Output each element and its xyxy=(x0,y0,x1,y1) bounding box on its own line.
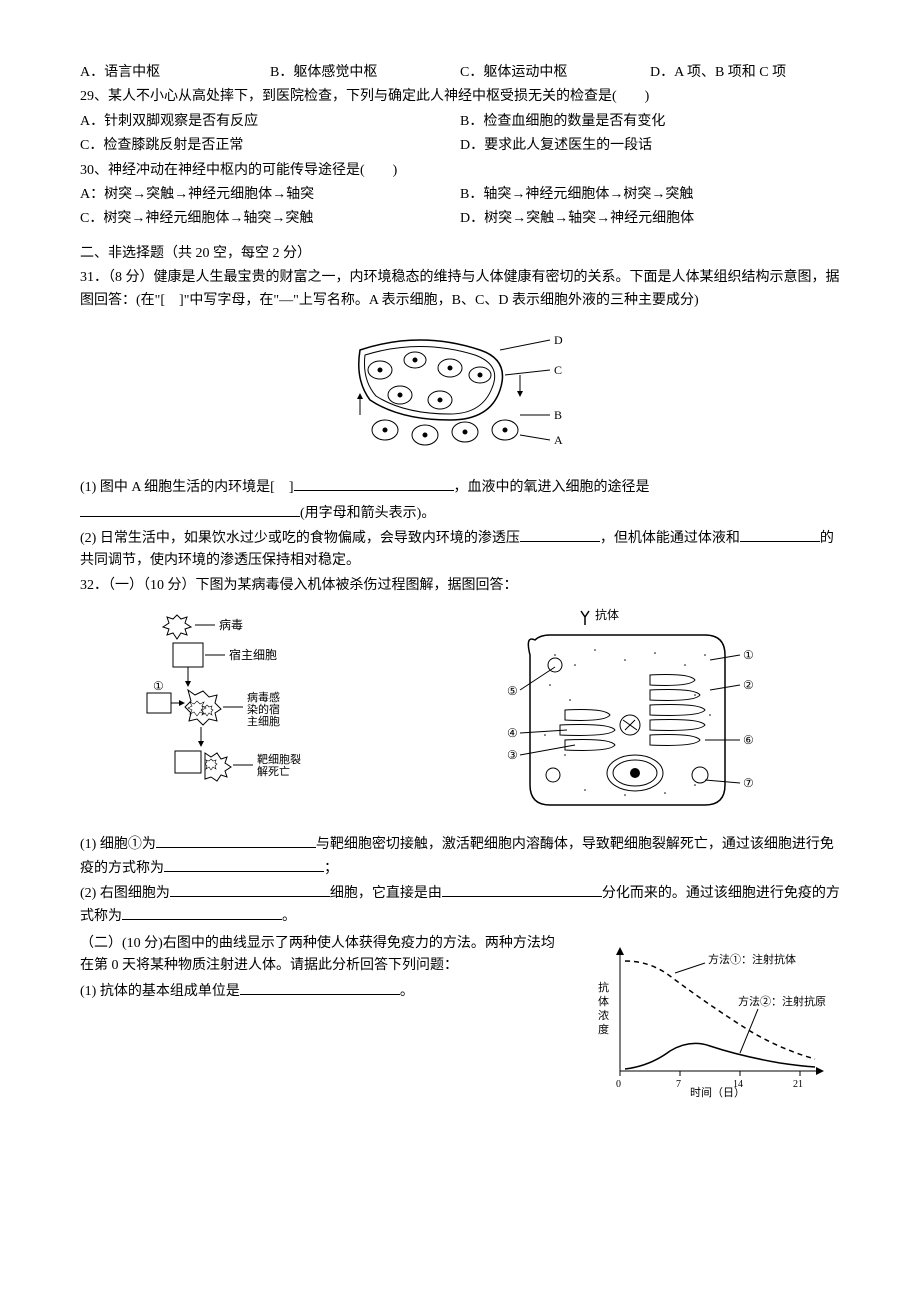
q32-p1: (1) 细胞①为与靶细胞密切接触，激活靶细胞内溶酶体，导致靶细胞裂解死亡，通过该… xyxy=(80,833,840,880)
blank xyxy=(294,476,454,491)
blank xyxy=(240,980,400,995)
q30-opt-c: C．树突→神经元细胞体→轴突→突触 xyxy=(80,208,460,230)
m1-label: 方法①：注射抗体 xyxy=(708,952,796,966)
svg-text:0: 0 xyxy=(616,1079,621,1090)
q29-opt-b: B．检查血细胞的数量是否有变化 xyxy=(460,111,840,133)
svg-text:7: 7 xyxy=(676,1079,681,1090)
blank xyxy=(156,833,316,848)
q32-p2: (2) 右图细胞为细胞，它直接是由分化而来的。通过该细胞进行免疫的方式称为。 xyxy=(80,882,840,929)
svg-text:度: 度 xyxy=(598,1022,609,1036)
svg-text:⑦: ⑦ xyxy=(743,776,754,790)
q32-figures: 病毒 宿主细胞 ① 病毒感 染的宿 主细胞 靶细胞裂 解死亡 抗体 xyxy=(80,605,840,825)
part2-p1end: 。 xyxy=(400,984,414,999)
part2-p1a: (1) 抗体的基本组成单位是 xyxy=(80,984,240,999)
svg-text:21: 21 xyxy=(793,1079,803,1090)
part2-p1: (1) 抗体的基本组成单位是 。 xyxy=(80,980,560,1003)
q30-stem: 30、神经冲动在神经中枢内的可能传导途径是( ) xyxy=(80,160,840,182)
svg-text:④: ④ xyxy=(507,726,518,740)
q29-opt-d: D．要求此人复述医生的一段话 xyxy=(460,135,840,157)
q31-p1b: ，血液中的氧进入细胞的途径是 xyxy=(454,480,650,495)
q29-opt-a: A．针刺双脚观察是否有反应 xyxy=(80,111,460,133)
q32-p1c: ； xyxy=(324,861,338,876)
infected-label: 病毒感 xyxy=(247,690,280,704)
svg-text:D: D xyxy=(554,333,563,347)
blank xyxy=(122,905,282,920)
blank xyxy=(442,882,602,897)
svg-text:B: B xyxy=(554,408,562,422)
q31-figure: D C B A xyxy=(80,320,840,468)
svg-text:主细胞: 主细胞 xyxy=(247,715,280,728)
q30-options-row2: C．树突→神经元细胞体→轴突→突触 D．树突→突触→轴突→神经元细胞体 xyxy=(80,208,840,230)
target-label: 靶细胞裂 xyxy=(257,753,301,766)
q32-stem: 32．（一）（10 分）下图为某病毒侵入机体被杀伤过程图解，据图回答： xyxy=(80,575,840,597)
svg-text:②: ② xyxy=(743,678,754,692)
q28-opt-d: D．A 项、B 项和 C 项 xyxy=(650,62,840,84)
q31-p1c: (用字母和箭头表示)。 xyxy=(300,506,435,521)
tissue-diagram-icon: D C B A xyxy=(330,320,590,460)
immunity-chart-icon: 抗 体 浓 度 时间（日） 0 7 14 21 方法①：注射抗体 方法②：注射抗… xyxy=(580,931,840,1101)
blank xyxy=(80,502,300,517)
svg-text:浓: 浓 xyxy=(598,1009,609,1022)
blank xyxy=(740,527,820,542)
q28-opt-c: C．躯体运动中枢 xyxy=(460,62,650,84)
blank xyxy=(520,527,600,542)
svg-text:⑥: ⑥ xyxy=(743,733,754,747)
q30-opt-b: B．轴突→神经元细胞体→树突→突触 xyxy=(460,184,840,206)
q30-opt-a: A：树突→突触→神经元细胞体→轴突 xyxy=(80,184,460,206)
q31-p1-line2: (用字母和箭头表示)。 xyxy=(80,502,840,525)
q30-opt-d: D．树突→突触→轴突→神经元细胞体 xyxy=(460,208,840,230)
q28-opt-b: B．躯体感觉中枢 xyxy=(270,62,460,84)
antibody-label: 抗体 xyxy=(595,607,619,622)
q32-p2d: 。 xyxy=(282,909,296,924)
svg-text:A: A xyxy=(554,433,563,447)
svg-text:①: ① xyxy=(743,648,754,662)
q32-p2a: (2) 右图细胞为 xyxy=(80,886,170,901)
svg-text:染的宿: 染的宿 xyxy=(247,702,280,716)
svg-text:③: ③ xyxy=(507,748,518,762)
q31-p2b: ，但机体能通过体液和 xyxy=(600,531,740,546)
part2-row: （二）(10 分)右图中的曲线显示了两种使人体获得免疫力的方法。两种方法均在第 … xyxy=(80,931,840,1109)
q28-opt-a: A．语言中枢 xyxy=(80,62,270,84)
cell-diagram-icon: 抗体 xyxy=(495,605,775,825)
q32-p2b: 细胞，它直接是由 xyxy=(330,886,442,901)
svg-text:体: 体 xyxy=(598,994,609,1008)
svg-text:14: 14 xyxy=(733,1079,743,1090)
q28-options: A．语言中枢 B．躯体感觉中枢 C．躯体运动中枢 D．A 项、B 项和 C 项 xyxy=(80,62,840,84)
svg-text:⑤: ⑤ xyxy=(507,684,518,698)
part2-stem: （二）(10 分)右图中的曲线显示了两种使人体获得免疫力的方法。两种方法均在第 … xyxy=(80,933,560,978)
circ1-label: ① xyxy=(153,679,164,693)
q31-p2a: (2) 日常生活中，如果饮水过少或吃的食物偏咸，会导致内环境的渗透压 xyxy=(80,531,520,546)
svg-text:解死亡: 解死亡 xyxy=(257,764,290,778)
host-label: 宿主细胞 xyxy=(229,647,277,662)
q31-p1a: (1) 图中 A 细胞生活的内环境是[ ] xyxy=(80,480,294,495)
q29-options-row1: A．针刺双脚观察是否有反应 B．检查血细胞的数量是否有变化 xyxy=(80,111,840,133)
svg-text:C: C xyxy=(554,363,562,377)
q32-p1a: (1) 细胞①为 xyxy=(80,837,156,852)
blank xyxy=(164,857,324,872)
blank xyxy=(170,882,330,897)
section2-title: 二、非选择题（共 20 空，每空 2 分） xyxy=(80,243,840,265)
q29-stem: 29、某人不小心从高处摔下，到医院检查，下列与确定此人神经中枢受损无关的检查是(… xyxy=(80,86,840,108)
ylabel: 抗 xyxy=(598,980,609,994)
q31-p1: (1) 图中 A 细胞生活的内环境是[ ] ，血液中的氧进入细胞的途径是 xyxy=(80,476,840,499)
q31-p2: (2) 日常生活中，如果饮水过少或吃的食物偏咸，会导致内环境的渗透压 ，但机体能通… xyxy=(80,527,840,573)
q31-stem: 31．（8 分）健康是人生最宝贵的财富之一，内环境稳态的维持与人体健康有密切的关… xyxy=(80,267,840,312)
q30-options-row1: A：树突→突触→神经元细胞体→轴突 B．轴突→神经元细胞体→树突→突触 xyxy=(80,184,840,206)
virus-flowchart-icon: 病毒 宿主细胞 ① 病毒感 染的宿 主细胞 靶细胞裂 解死亡 xyxy=(145,605,365,825)
virus-label: 病毒 xyxy=(219,617,243,632)
m2-label: 方法②：注射抗原 xyxy=(738,994,826,1008)
q29-opt-c: C．检查膝跳反射是否正常 xyxy=(80,135,460,157)
q29-options-row2: C．检查膝跳反射是否正常 D．要求此人复述医生的一段话 xyxy=(80,135,840,157)
